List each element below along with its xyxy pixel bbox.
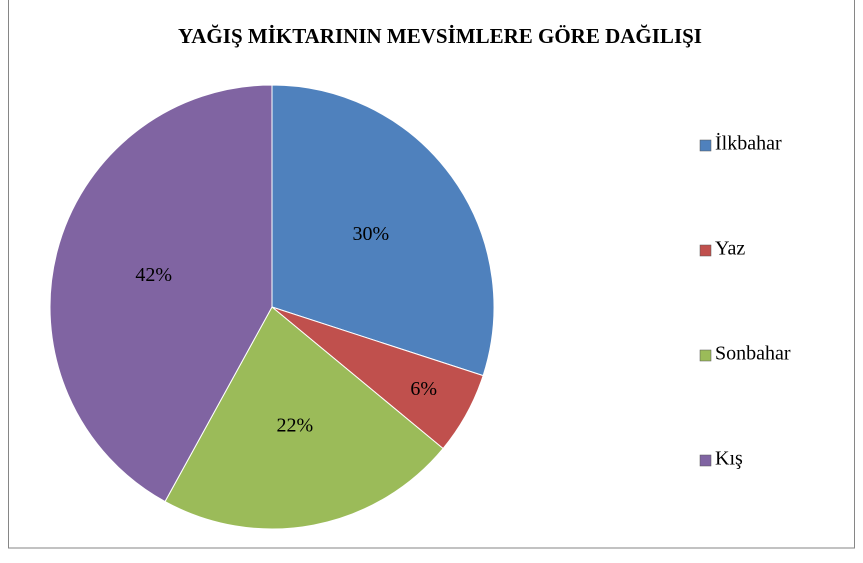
legend-swatch [699,244,712,257]
data-label: 30% [352,223,389,245]
legend-label: Kış [715,448,743,470]
pie-slice [271,84,495,377]
legend-swatch [699,349,712,362]
legend-label: Yaz [715,238,745,260]
data-label: 22% [277,415,314,437]
legend-label: Sonbahar [715,343,791,365]
chart-title: YAĞIŞ MİKTARININ MEVSİMLERE GÖRE DAĞILIŞ… [178,24,702,48]
data-label: 42% [135,264,172,286]
legend-label: İlkbahar [715,132,782,155]
pie-slice [49,84,273,503]
data-label: 6% [410,378,437,400]
legend-swatch [699,139,712,152]
pie-slice [164,306,444,530]
legend-swatch [699,454,712,467]
